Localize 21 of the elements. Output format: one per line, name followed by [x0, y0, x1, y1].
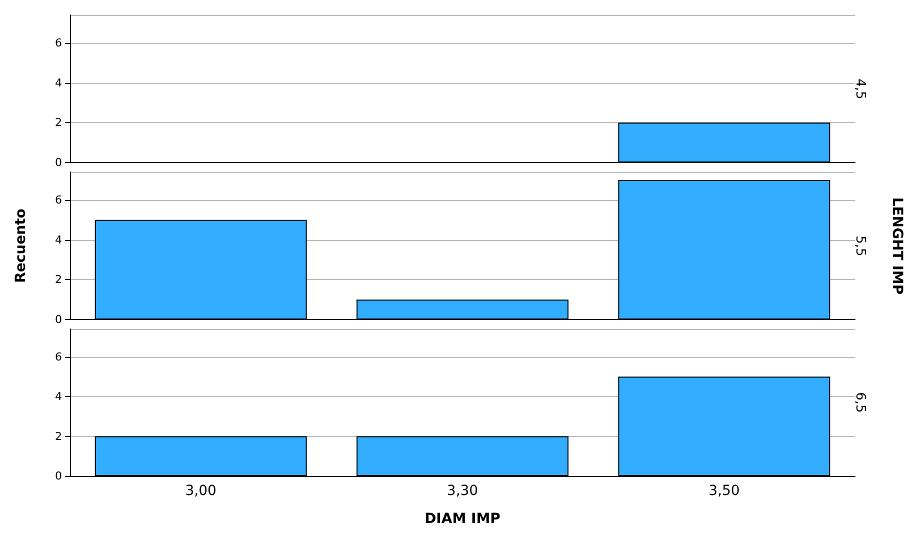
- x-tick-label: 3,50: [708, 483, 740, 499]
- y2-axis-title: 6,5: [852, 392, 868, 413]
- y-tick-label: 4: [55, 233, 62, 246]
- y-tick-label: 0: [55, 313, 62, 326]
- y-tick-label: 6: [55, 36, 62, 50]
- y-tick-label: 4: [55, 390, 62, 404]
- y-tick-label: 0: [55, 156, 62, 169]
- x-axis-title: DIAM IMP: [424, 511, 500, 527]
- x-tick-label: 3,30: [446, 483, 478, 499]
- y-tick-label: 6: [55, 350, 62, 364]
- y2-axis-title: 4,5: [852, 78, 868, 100]
- y-tick-label: 4: [55, 76, 62, 90]
- y-axis-title: Recuento: [13, 208, 29, 283]
- y-tick-label: 2: [55, 430, 62, 443]
- y-tick-label: 0: [55, 470, 62, 482]
- y-tick-label: 6: [55, 193, 62, 206]
- x-tick-label: 3,00: [185, 483, 216, 499]
- y-tick-label: 2: [55, 116, 62, 130]
- text: LENGHT IMP: [889, 197, 905, 295]
- y2-axis-title: 5,5: [852, 236, 868, 256]
- y-tick-label: 2: [55, 273, 62, 286]
